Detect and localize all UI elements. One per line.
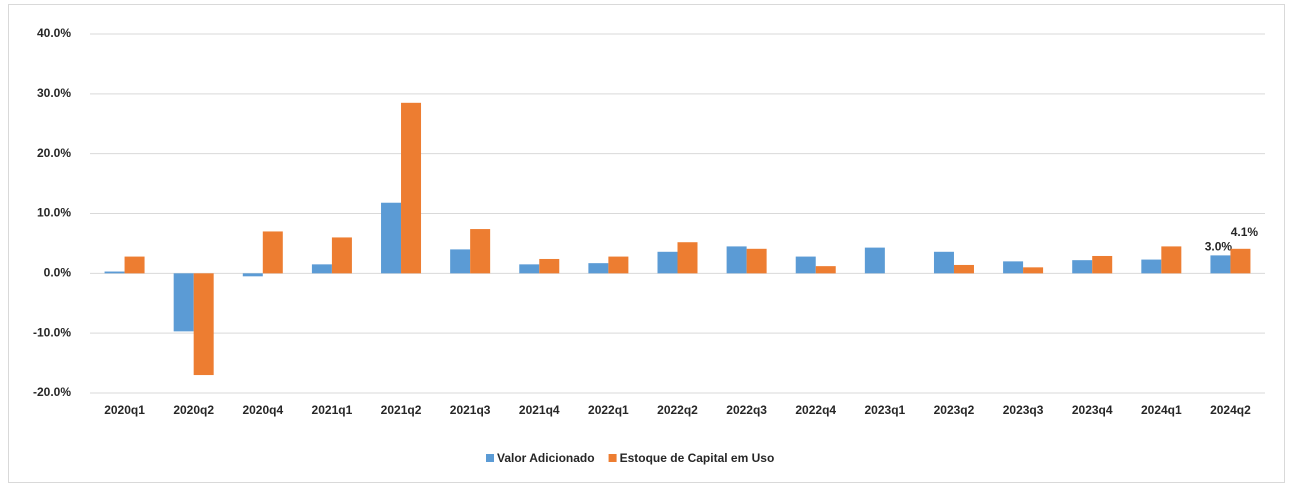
bar — [104, 271, 125, 274]
data-label: 3.0% — [1205, 240, 1233, 254]
x-tick-label: 2023q2 — [934, 403, 975, 417]
data-label: 4.1% — [1231, 225, 1259, 239]
x-tick-label: 2021q4 — [519, 403, 560, 417]
bar — [401, 102, 422, 274]
bar — [1003, 261, 1024, 274]
bar — [331, 237, 352, 274]
chart-border — [8, 4, 1285, 483]
x-tick-label: 2021q3 — [450, 403, 491, 417]
bar — [588, 263, 609, 274]
legend-label: Estoque de Capital em Uso — [620, 451, 775, 465]
legend-swatch — [608, 454, 617, 462]
bar — [124, 256, 145, 274]
y-tick-label: 30.0% — [37, 86, 71, 100]
bar — [311, 264, 332, 274]
bar — [1230, 248, 1251, 274]
x-tick-label: 2022q4 — [795, 403, 836, 417]
x-tick-label: 2020q1 — [104, 403, 145, 417]
bar — [1141, 259, 1162, 274]
x-tick-label: 2022q3 — [726, 403, 767, 417]
legend-swatch — [486, 454, 494, 462]
bar — [795, 256, 816, 274]
x-tick-label: 2021q2 — [381, 403, 422, 417]
y-tick-label: -10.0% — [33, 325, 71, 339]
bar — [933, 251, 954, 274]
bar — [1161, 246, 1182, 274]
x-tick-label: 2023q1 — [865, 403, 906, 417]
y-tick-label: 0.0% — [44, 266, 72, 280]
x-tick-label: 2022q1 — [588, 403, 629, 417]
x-tick-label: 2020q4 — [242, 403, 283, 417]
bar — [1023, 267, 1044, 274]
bar — [953, 264, 974, 274]
bar — [726, 246, 747, 274]
y-tick-label: 40.0% — [37, 26, 71, 40]
bar — [608, 256, 629, 274]
y-tick-label: 20.0% — [37, 146, 71, 160]
bar — [677, 242, 698, 274]
y-tick-label: -20.0% — [33, 385, 71, 399]
bar — [815, 266, 836, 274]
bar — [1210, 255, 1231, 274]
bar — [193, 273, 214, 376]
bar — [262, 231, 283, 274]
x-tick-label: 2024q1 — [1141, 403, 1182, 417]
x-tick-label: 2020q2 — [173, 403, 214, 417]
bar — [381, 202, 402, 274]
bar — [1072, 260, 1093, 274]
bar — [657, 251, 678, 274]
x-tick-label: 2023q3 — [1003, 403, 1044, 417]
bar — [242, 273, 263, 277]
x-tick-label: 2024q2 — [1210, 403, 1251, 417]
bar — [470, 229, 491, 274]
x-tick-label: 2021q1 — [312, 403, 353, 417]
bar — [173, 273, 194, 332]
y-tick-label: 10.0% — [37, 206, 71, 220]
legend-label: Valor Adicionado — [497, 451, 595, 465]
x-tick-label: 2022q2 — [657, 403, 698, 417]
bar — [450, 249, 471, 274]
bar — [746, 248, 767, 274]
bar — [519, 264, 540, 274]
bar — [864, 247, 885, 274]
bar — [539, 258, 560, 274]
x-tick-label: 2023q4 — [1072, 403, 1113, 417]
bar — [1092, 255, 1113, 274]
